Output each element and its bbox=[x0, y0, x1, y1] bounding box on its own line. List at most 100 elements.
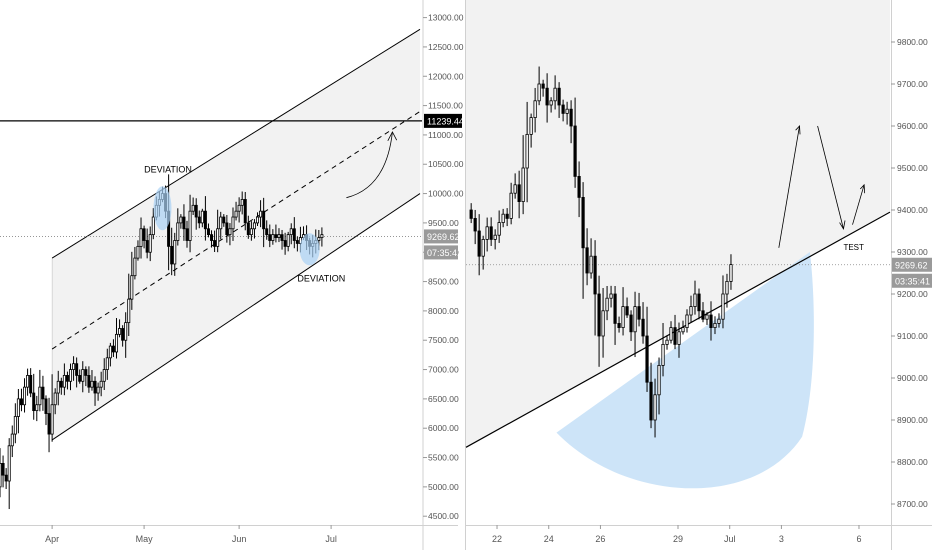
right-time-axis[interactable]: 22 24 26 29 Jul 3 6 bbox=[492, 525, 861, 544]
channel-upper-line bbox=[51, 28, 421, 259]
left-price-axis[interactable]: 13000.00 12500.00 12000.00 11500.00 11000.00… bbox=[423, 13, 464, 522]
right-y-tick-label: 8800.00 bbox=[897, 457, 928, 467]
left-x-tick-label: Apr bbox=[45, 534, 59, 544]
left-candle bbox=[41, 375, 45, 411]
left-candle-body bbox=[246, 222, 250, 236]
channel-lower-line bbox=[51, 193, 421, 441]
right-candle-body bbox=[649, 381, 653, 421]
left-candle bbox=[210, 230, 214, 248]
left-candle-body bbox=[148, 234, 152, 253]
left-candle bbox=[108, 342, 112, 367]
left-price-badge-text: 9269.62 bbox=[427, 232, 460, 242]
right-y-tick-label: 8700.00 bbox=[897, 499, 928, 509]
deviation-highlight-top bbox=[153, 186, 172, 231]
left-candle bbox=[179, 214, 183, 229]
trend-line bbox=[465, 211, 891, 448]
left-candle bbox=[111, 339, 115, 357]
left-candle-body bbox=[252, 222, 256, 230]
left-candle-body bbox=[265, 228, 269, 236]
left-y-tick-label: 11000.00 bbox=[428, 130, 463, 140]
left-candle bbox=[7, 438, 11, 510]
right-candle-body bbox=[521, 167, 525, 202]
left-x-tick-label: Jul bbox=[325, 534, 337, 544]
left-candle bbox=[145, 228, 149, 259]
left-candle-body bbox=[87, 375, 91, 388]
level-badge-text: 11239.44 bbox=[427, 116, 464, 126]
left-candle bbox=[130, 251, 134, 310]
right-candle-body bbox=[497, 222, 501, 236]
right-candle bbox=[589, 238, 593, 279]
channel-fill bbox=[52, 29, 420, 440]
left-candle bbox=[84, 366, 88, 387]
right-price-axis[interactable]: 9800.00 9700.00 9600.00 9500.00 9400.00 9300.… bbox=[891, 37, 928, 509]
left-candle-body bbox=[16, 398, 20, 417]
left-candle-body bbox=[176, 222, 180, 241]
right-candle-body bbox=[677, 331, 681, 345]
left-candle bbox=[151, 208, 155, 240]
right-candle bbox=[605, 285, 609, 321]
right-candle-body bbox=[637, 306, 641, 320]
right-candle bbox=[641, 302, 645, 344]
right-candle-body bbox=[501, 213, 505, 223]
right-candle bbox=[693, 280, 697, 315]
left-candle-body bbox=[124, 322, 128, 341]
left-candle-body bbox=[13, 416, 17, 435]
right-candle-body bbox=[665, 339, 669, 345]
left-candle-body bbox=[65, 375, 69, 382]
left-candle bbox=[283, 232, 287, 255]
left-candle bbox=[35, 395, 39, 422]
right-candle bbox=[701, 302, 705, 323]
left-candle bbox=[268, 224, 272, 248]
right-x-tick-label: 22 bbox=[492, 534, 502, 544]
left-time-axis[interactable]: Apr May Jun Jul bbox=[45, 525, 337, 544]
left-candle-body bbox=[81, 369, 85, 382]
left-candle-body bbox=[108, 345, 112, 359]
left-candle bbox=[191, 197, 195, 215]
left-candle-body bbox=[286, 234, 290, 247]
right-candle bbox=[645, 306, 649, 392]
right-candle bbox=[569, 100, 573, 144]
left-candle-body bbox=[188, 210, 192, 241]
left-candle-body bbox=[23, 386, 27, 406]
right-candle-body bbox=[601, 310, 605, 337]
left-candle-body bbox=[72, 363, 76, 370]
right-timer-badge: 03:35:41 bbox=[892, 273, 932, 288]
left-candle bbox=[127, 273, 131, 337]
right-candle-body bbox=[613, 293, 617, 324]
left-candle bbox=[231, 207, 235, 241]
right-candle bbox=[557, 82, 561, 118]
right-candle-body bbox=[529, 117, 533, 135]
right-candle bbox=[657, 357, 661, 415]
right-candle bbox=[677, 322, 681, 358]
left-candle-body bbox=[78, 375, 82, 382]
right-candle-body bbox=[605, 297, 609, 312]
left-candle bbox=[225, 214, 229, 243]
left-candle-body bbox=[259, 210, 263, 218]
right-candle bbox=[697, 288, 701, 320]
right-candle bbox=[689, 295, 693, 323]
right-candle-body bbox=[549, 100, 553, 106]
left-candle-body bbox=[200, 210, 204, 224]
right-x-tick-label: 3 bbox=[779, 534, 784, 544]
right-y-tick-label: 8900.00 bbox=[897, 415, 928, 425]
left-y-tick-label: 5000.00 bbox=[428, 482, 459, 492]
right-candle-body bbox=[577, 175, 581, 198]
left-y-tick-label: 12000.00 bbox=[428, 71, 464, 81]
right-candle bbox=[633, 291, 637, 358]
projection-arrowhead-3 bbox=[859, 183, 866, 194]
right-candle-body bbox=[565, 108, 569, 114]
left-candle bbox=[237, 197, 241, 223]
left-candle bbox=[292, 217, 296, 249]
right-cup-shape[interactable] bbox=[465, 211, 891, 489]
left-candle-body bbox=[231, 216, 235, 230]
right-candle-body bbox=[473, 217, 477, 232]
left-y-tick-label: 10500.00 bbox=[428, 159, 464, 169]
left-candle bbox=[320, 227, 324, 247]
left-candle bbox=[170, 227, 174, 276]
right-candle-body bbox=[653, 394, 657, 421]
right-candle-body bbox=[661, 343, 665, 366]
left-x-tick-label: May bbox=[136, 534, 154, 544]
left-candle bbox=[295, 236, 299, 252]
right-candle-body bbox=[493, 234, 497, 240]
